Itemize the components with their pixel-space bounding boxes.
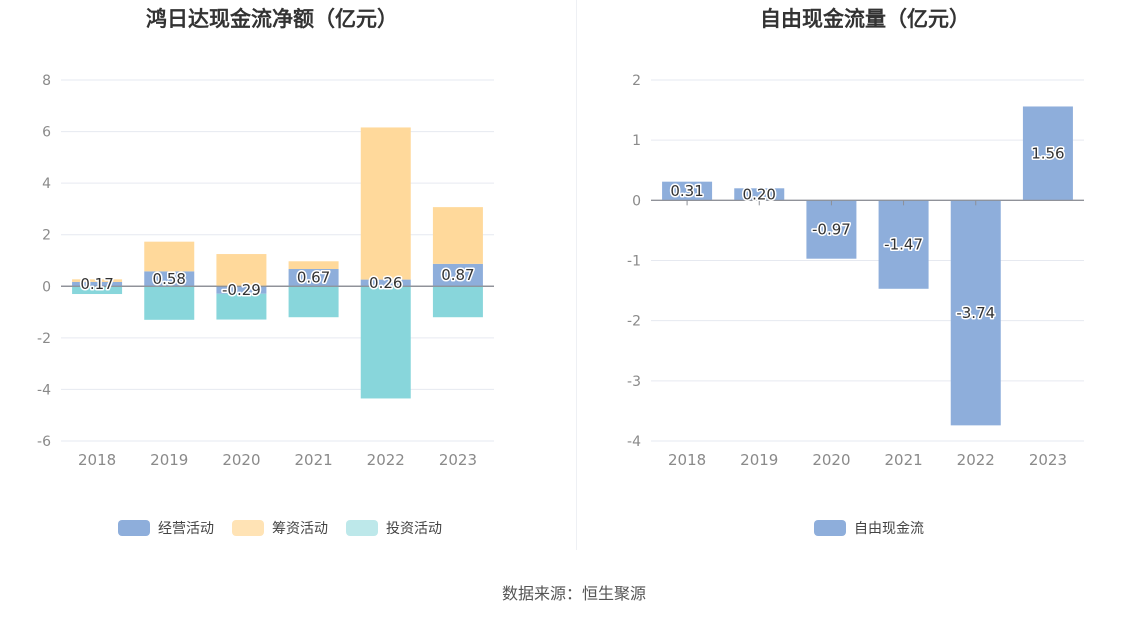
x-tick-label: 2022 [367, 451, 405, 469]
bar-自由现金流 [806, 200, 857, 259]
bar-自由现金流 [878, 200, 929, 289]
y-tick-label: 6 [42, 125, 51, 141]
legend-label: 自由现金流 [854, 521, 924, 537]
bar-投资活动 [432, 286, 483, 318]
cashflow-net-chart: 鸿日达现金流净额（亿元） 8 6 4 2 0 -2 -4 -6 0.17 0.58 -0.29 0.67… [37, 7, 494, 537]
bar-投资活动 [288, 286, 339, 318]
bar-经营活动 [144, 271, 195, 287]
x-tick-label: 2019 [740, 451, 778, 469]
x-tick-label: 2019 [150, 451, 188, 469]
data-label: 0.20 [743, 185, 776, 203]
legend-item[interactable]: 投资活动 [346, 520, 442, 537]
free-cashflow-chart: 自由现金流量（亿元） 2 1 0 -1 -2 -3 -4 0.31 0.20 -0.97 -1.47 -… [627, 7, 1084, 537]
data-label: 0.31 [670, 182, 703, 200]
y-tick-label: 4 [42, 176, 51, 192]
bar-筹资活动 [360, 127, 411, 280]
legend-item[interactable]: 筹资活动 [232, 520, 328, 537]
data-label: 0.87 [441, 266, 474, 284]
bar-自由现金流 [734, 188, 785, 201]
data-label: 0.67 [297, 269, 330, 287]
data-label: -0.97 [812, 221, 851, 239]
bar-经营活动 [288, 269, 339, 287]
bar-自由现金流 [662, 181, 713, 201]
x-tick-label: 2020 [812, 451, 850, 469]
y-tick-label: 0 [42, 279, 51, 295]
y-tick-label: 8 [42, 73, 51, 89]
x-tick-label: 2018 [668, 451, 706, 469]
data-label: -1.47 [884, 236, 923, 254]
x-tick-label: 2018 [78, 451, 116, 469]
data-source-label: 数据来源：恒生聚源 [501, 584, 646, 603]
y-tick-label: -2 [627, 314, 641, 330]
x-tick-label: 2020 [222, 451, 260, 469]
data-label: 0.17 [80, 275, 113, 293]
data-label: 0.26 [369, 274, 402, 292]
chart-title: 鸿日达现金流净额（亿元） [146, 7, 398, 31]
legend-label: 经营活动 [158, 521, 214, 537]
bar-经营活动 [72, 281, 123, 287]
bar-筹资活动 [432, 207, 483, 264]
bar-筹资活动 [288, 261, 339, 270]
chart-title: 自由现金流量（亿元） [760, 7, 970, 31]
y-tick-label: 2 [42, 228, 51, 244]
legend-swatch [232, 520, 264, 536]
y-tick-label: 2 [632, 73, 641, 89]
legend-label: 筹资活动 [272, 520, 328, 537]
x-tick-label: 2023 [439, 451, 477, 469]
bar-投资活动 [72, 286, 123, 295]
y-tick-label: 0 [632, 193, 641, 209]
bar-筹资活动 [144, 241, 195, 272]
bar-经营活动 [216, 286, 267, 294]
y-tick-label: -6 [37, 434, 51, 450]
y-tick-label: 1 [632, 133, 641, 149]
legend-label: 投资活动 [386, 521, 442, 537]
bar-投资活动 [144, 286, 195, 320]
bar-投资活动 [360, 286, 411, 399]
y-tick-label: -1 [627, 254, 641, 270]
bar-经营活动 [360, 279, 411, 287]
x-tick-label: 2021 [294, 451, 332, 469]
bar-筹资活动 [72, 279, 123, 282]
bar-自由现金流 [950, 200, 1001, 426]
bar-投资活动 [216, 293, 267, 320]
data-label: 1.56 [1031, 144, 1064, 162]
bar-自由现金流 [1022, 106, 1073, 201]
y-tick-label: -4 [627, 434, 641, 450]
legend-swatch [118, 520, 150, 536]
x-tick-label: 2023 [1029, 451, 1067, 469]
data-label: -3.74 [956, 304, 995, 322]
panel-divider [576, 0, 577, 550]
y-tick-label: -3 [627, 374, 641, 390]
legend-swatch [346, 520, 378, 536]
x-tick-label: 2021 [884, 451, 922, 469]
bar-经营活动 [432, 263, 483, 287]
y-tick-label: -4 [37, 382, 51, 398]
bar-筹资活动 [216, 254, 267, 287]
data-label: -0.29 [222, 281, 261, 299]
legend-item[interactable]: 经营活动 [118, 520, 214, 537]
y-tick-label: -2 [37, 331, 51, 347]
legend-swatch [814, 520, 846, 536]
x-tick-label: 2022 [957, 451, 995, 469]
data-label: 0.58 [153, 270, 186, 288]
legend-item[interactable]: 自由现金流 [814, 520, 924, 537]
